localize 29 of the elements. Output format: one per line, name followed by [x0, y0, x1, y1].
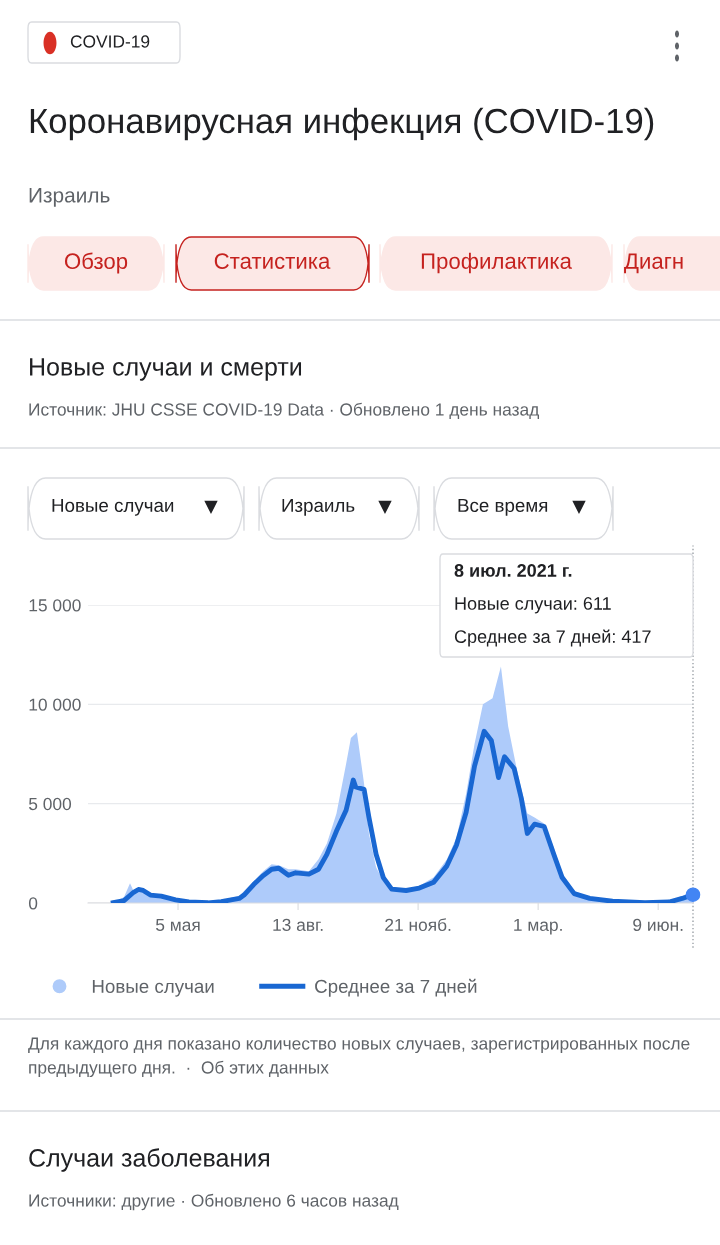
text: 8 июл. 2021 г.: [454, 564, 572, 577]
text: Статистика: [214, 253, 331, 269]
text: Диагн: [624, 253, 683, 274]
text: COVID-19: [70, 35, 150, 48]
y-tick-label: 5 000: [28, 797, 72, 811]
chart-title: Коронавирусная инфекция (COVID-19): [30, 107, 654, 141]
text: Новые случаи и смерти: [30, 358, 302, 381]
x-tick-label: 21 нояб.: [385, 918, 451, 932]
text: Профилактика: [421, 252, 572, 274]
x-tick-label: 13 авг.: [273, 918, 323, 932]
y-tick-label: 0: [28, 897, 38, 910]
text: Для каждого дня показано количество новых случаев, зарегистрированных после предыдущего дня. · Об этих данных: [28, 1037, 690, 1078]
legend-label: Среднее за 7 дней: [315, 978, 477, 997]
text: Все время: [458, 498, 548, 516]
x-tick-label: 1 мар.: [514, 918, 562, 935]
y-tick-label: 10 000: [29, 698, 81, 711]
annotation: Среднее за 7 дней: 417: [454, 629, 651, 647]
text: Источник: JHU CSSE COVID-19 Data · Обновлено 1 день назад: [29, 402, 540, 419]
text: Израиль: [282, 498, 355, 516]
annotation: Новые случаи: 611: [455, 597, 611, 614]
text: Источники: другие · Обновлено 6 часов назад: [29, 1193, 399, 1211]
chart-subtitle: Израиль: [29, 188, 110, 207]
text: Новые случаи: [52, 498, 174, 516]
x-tick-label: 9 июн.: [633, 918, 683, 932]
legend-label: Новые случаи: [92, 979, 214, 997]
text: Случаи заболевания: [29, 1148, 269, 1172]
x-tick-label: 5 мая: [155, 918, 200, 932]
text: Обзор: [64, 252, 128, 274]
y-tick-label: 15 000: [29, 599, 81, 612]
